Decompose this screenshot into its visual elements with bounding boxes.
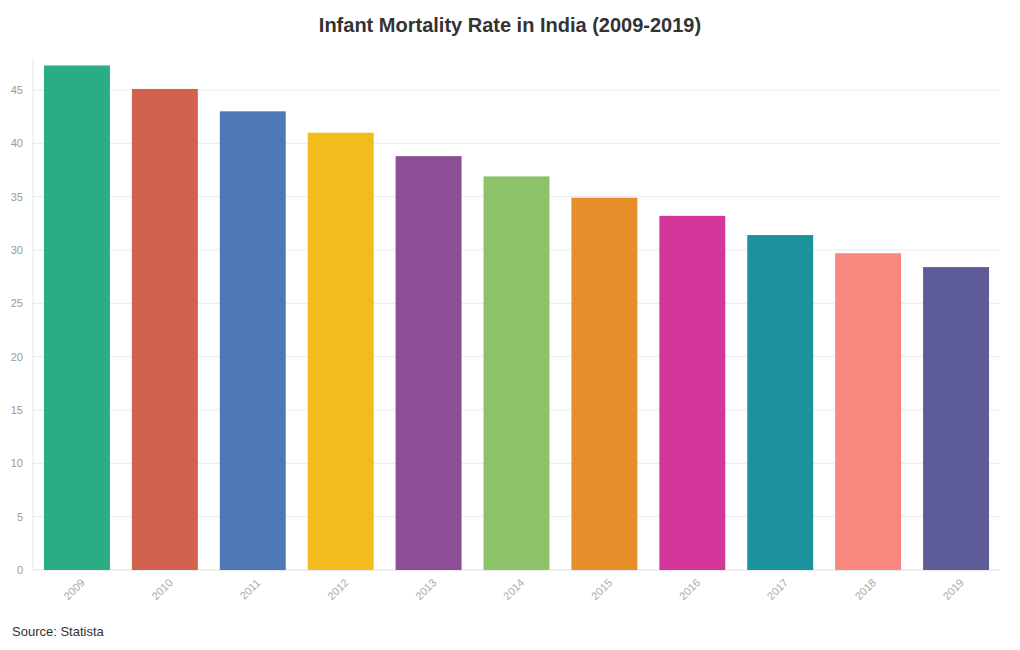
y-tick-label: 5 bbox=[17, 511, 23, 523]
x-tick-label: 2016 bbox=[677, 576, 703, 602]
bar bbox=[132, 89, 198, 570]
x-tick-label: 2012 bbox=[325, 576, 351, 602]
y-tick-label: 40 bbox=[11, 137, 23, 149]
y-tick-label: 30 bbox=[11, 244, 23, 256]
x-tick-label: 2019 bbox=[940, 576, 966, 602]
bar bbox=[308, 133, 374, 570]
y-tick-label: 15 bbox=[11, 404, 23, 416]
x-tick-label: 2011 bbox=[237, 577, 262, 602]
y-tick-label: 45 bbox=[11, 84, 23, 96]
bars bbox=[44, 65, 989, 570]
x-tick-label: 2015 bbox=[589, 576, 615, 602]
bar bbox=[396, 156, 462, 570]
chart-root: 0 5 10 15 20 25 30 35 40 45 2009 2010 2011 2012 2013 20… bbox=[0, 0, 1020, 650]
bar bbox=[835, 253, 901, 570]
x-tick-label: 2010 bbox=[149, 576, 175, 602]
bar bbox=[923, 267, 989, 570]
chart-svg: 0 5 10 15 20 25 30 35 40 45 2009 2010 2011 2012 2013 20… bbox=[0, 0, 1020, 650]
y-tick-label: 0 bbox=[17, 564, 23, 576]
x-tick-label: 2009 bbox=[61, 576, 87, 602]
y-tick-label: 25 bbox=[11, 297, 23, 309]
y-tick-label: 35 bbox=[11, 191, 23, 203]
y-tick-label: 10 bbox=[11, 457, 23, 469]
x-tick-label: 2018 bbox=[852, 576, 878, 602]
bar bbox=[747, 235, 813, 570]
source: Source: Statista bbox=[12, 624, 105, 639]
title: Infant Mortality Rate in India (2009-201… bbox=[319, 14, 701, 36]
bar bbox=[659, 216, 725, 570]
x-tick-label: 2017 bbox=[764, 576, 790, 602]
bar bbox=[44, 65, 110, 570]
bar bbox=[220, 111, 286, 570]
x-tick-label: 2013 bbox=[413, 576, 439, 602]
y-tick-label: 20 bbox=[11, 351, 23, 363]
bar bbox=[571, 198, 637, 570]
x-tick-label: 2014 bbox=[501, 576, 527, 602]
bar bbox=[484, 176, 550, 570]
y-axis-line bbox=[33, 58, 34, 570]
